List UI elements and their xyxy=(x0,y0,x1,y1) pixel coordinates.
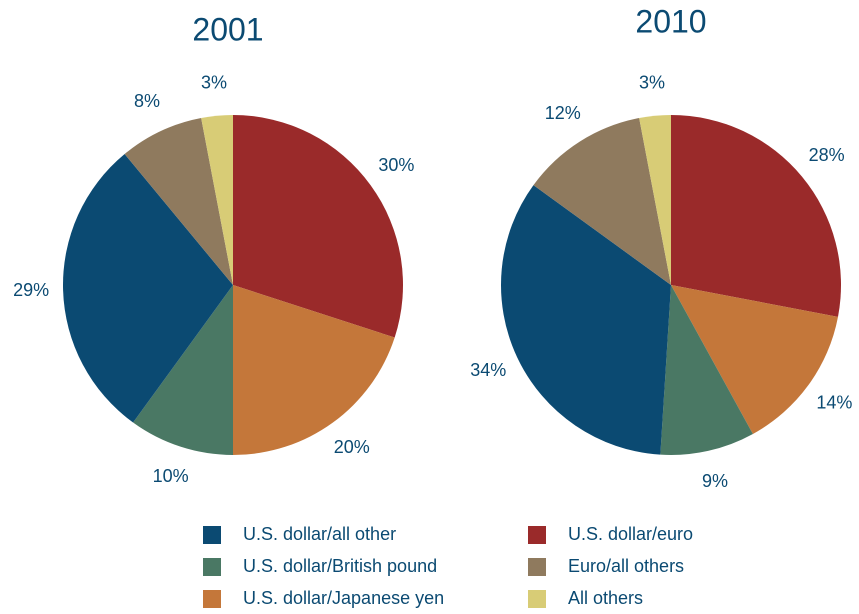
pie-slice xyxy=(233,285,395,455)
data-label: 14% xyxy=(816,392,852,412)
data-label: 28% xyxy=(809,145,845,165)
data-label: 29% xyxy=(13,280,49,300)
data-label: 9% xyxy=(702,471,728,491)
legend-swatch xyxy=(528,526,546,544)
legend-label: U.S. dollar/British pound xyxy=(243,556,437,576)
legend-swatch xyxy=(203,558,221,576)
legend-swatch xyxy=(528,558,546,576)
chart-title: 2010 xyxy=(635,3,706,39)
pie-slice xyxy=(500,185,671,455)
data-label: 20% xyxy=(334,437,370,457)
legend-label: U.S. dollar/euro xyxy=(568,524,693,544)
legend-label: U.S. dollar/Japanese yen xyxy=(243,588,444,608)
legend-label: Euro/all others xyxy=(568,556,684,576)
legend-label: All others xyxy=(568,588,643,608)
data-label: 3% xyxy=(639,73,665,93)
pie-slice xyxy=(533,118,671,285)
chart-title: 2001 xyxy=(192,11,263,47)
data-label: 8% xyxy=(134,91,160,111)
data-label: 3% xyxy=(201,73,227,93)
pie-slice xyxy=(671,115,841,317)
pie-slice xyxy=(671,285,838,434)
data-label: 12% xyxy=(545,103,581,123)
legend-swatch xyxy=(203,590,221,608)
pie-slice xyxy=(639,115,671,285)
pie-slice xyxy=(660,285,753,455)
pie-slice xyxy=(63,154,233,423)
legend-swatch xyxy=(203,526,221,544)
data-label: 34% xyxy=(470,360,506,380)
legend-label: U.S. dollar/all other xyxy=(243,524,396,544)
pie-slice xyxy=(233,115,403,338)
data-label: 30% xyxy=(378,155,414,175)
pie-slice xyxy=(201,115,233,285)
pie-slice xyxy=(124,118,233,285)
legend-swatch xyxy=(528,590,546,608)
data-label: 10% xyxy=(153,466,189,486)
pie-slice xyxy=(133,285,233,455)
